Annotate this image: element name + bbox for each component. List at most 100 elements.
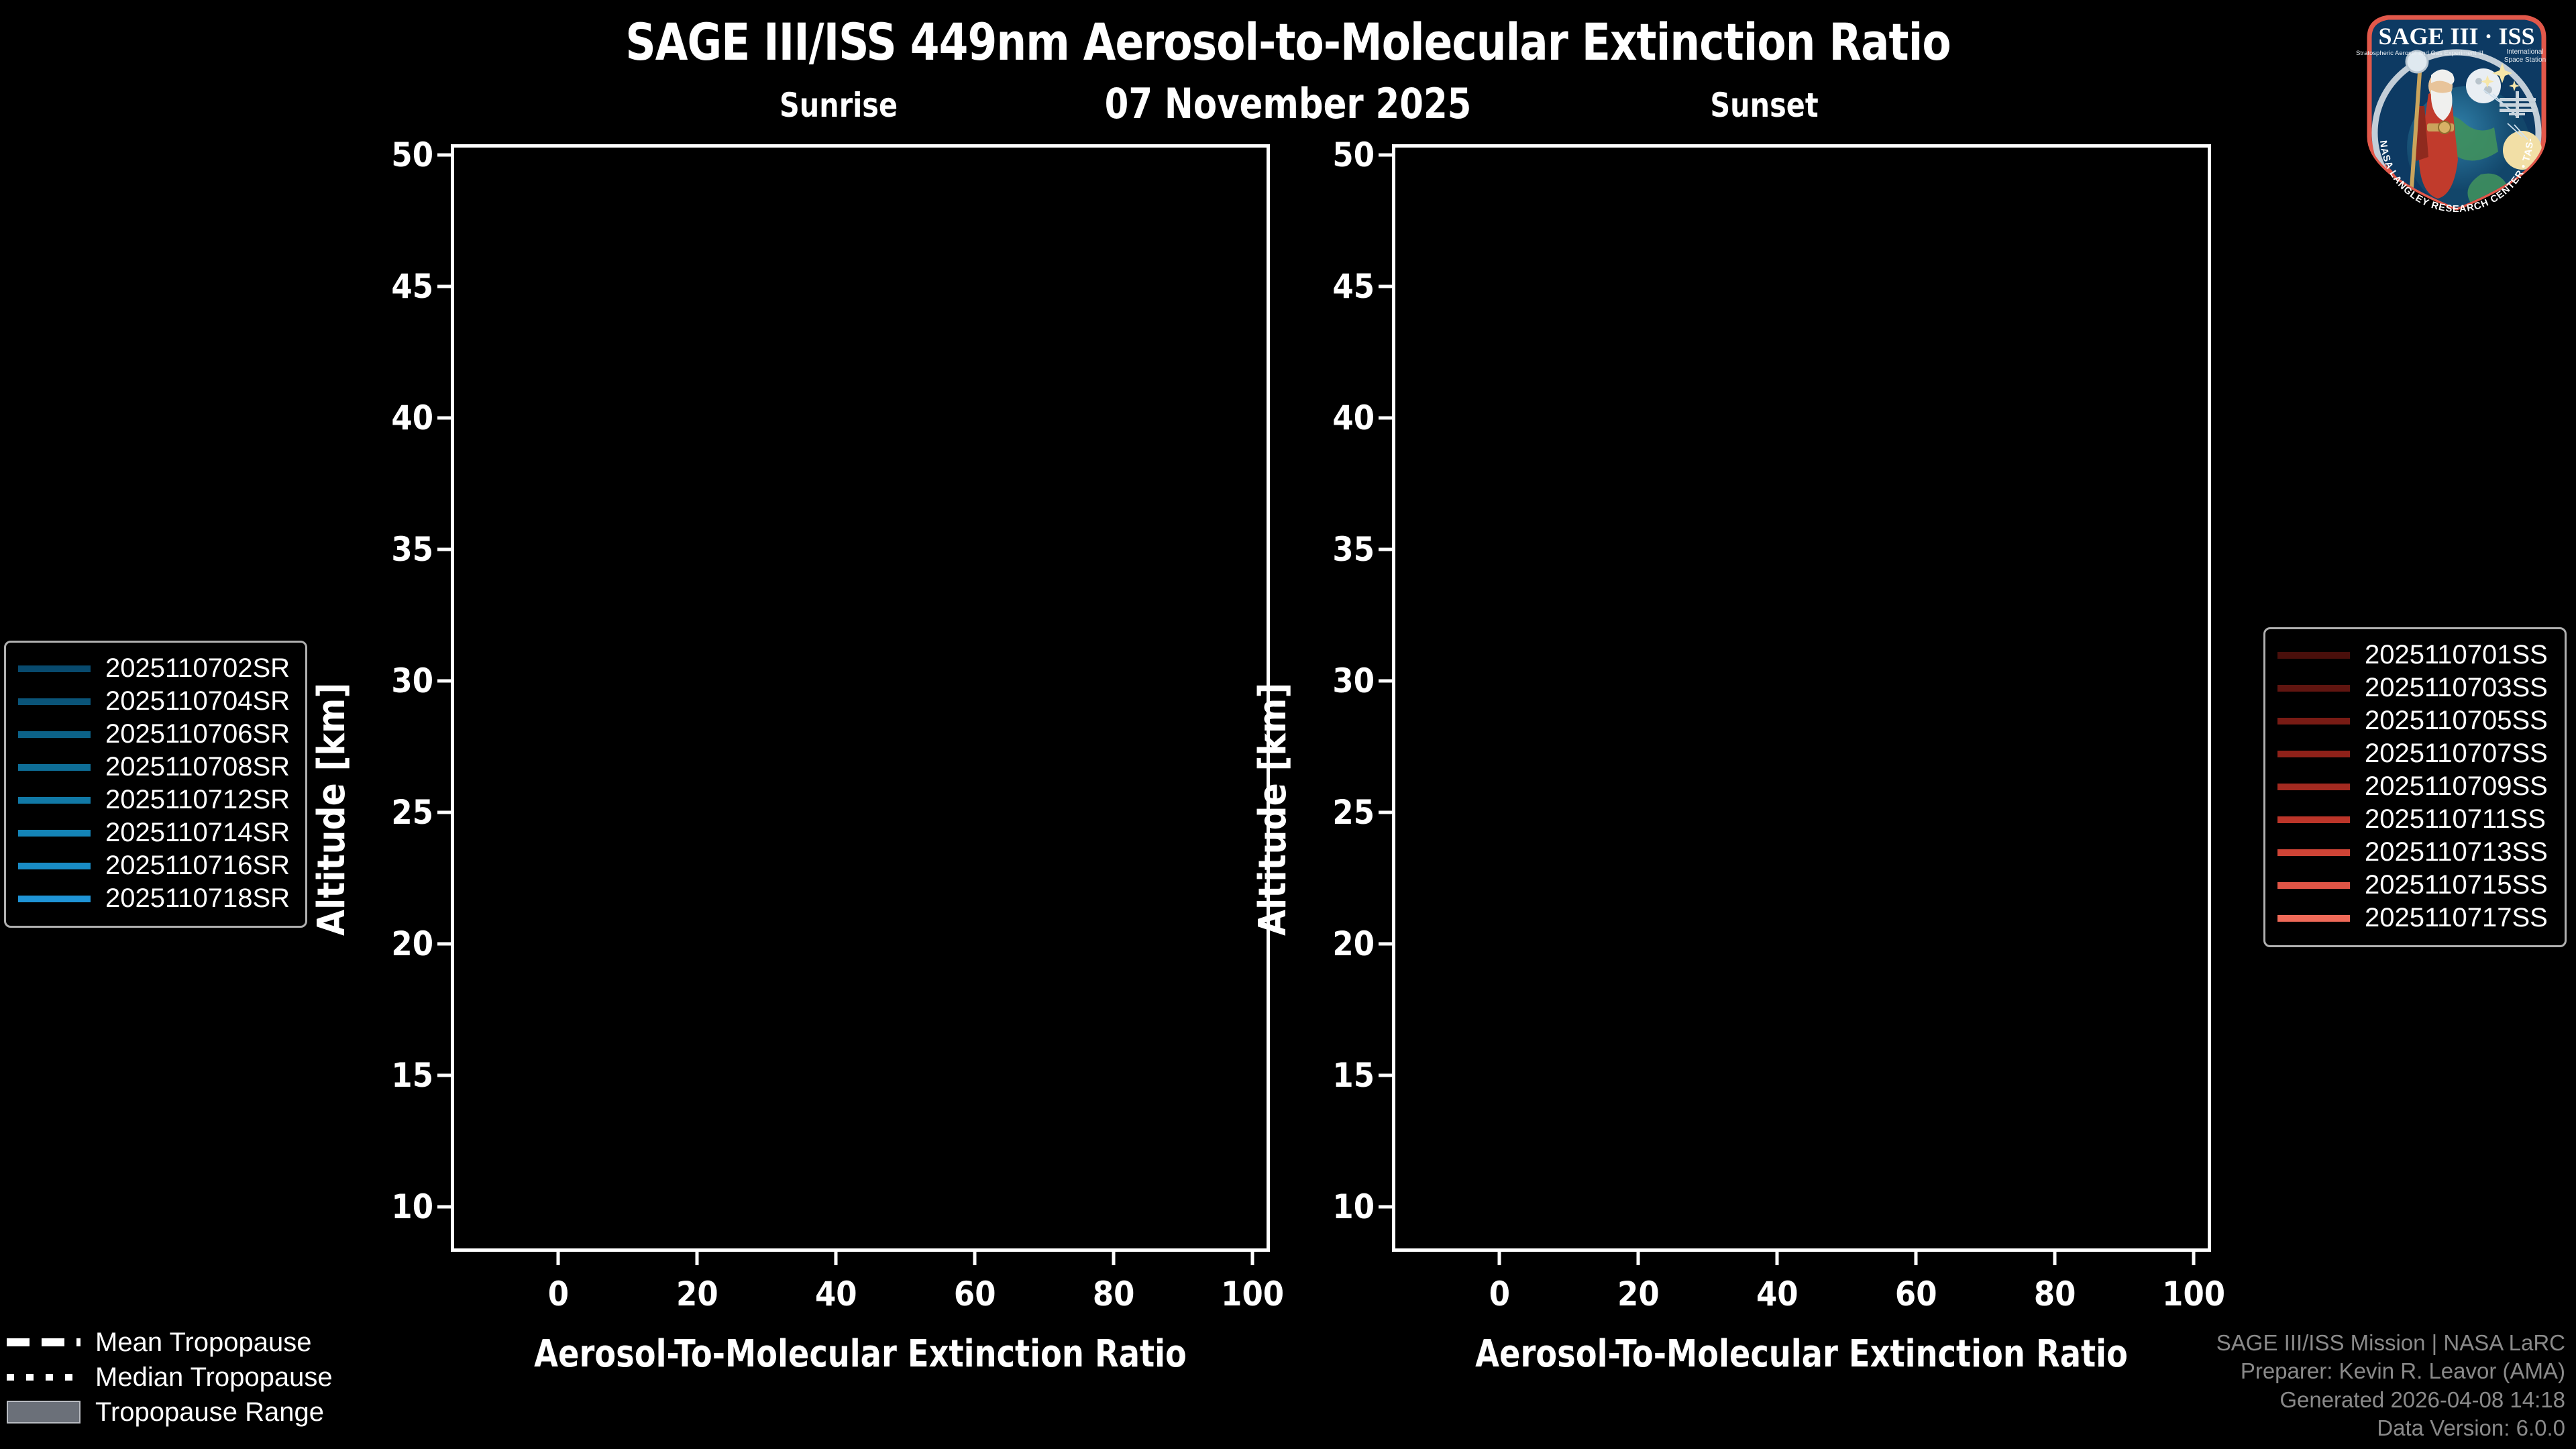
legend-item[interactable]: 2025110706SR bbox=[18, 718, 293, 751]
legend-color-swatch bbox=[2277, 783, 2350, 790]
y-tick-mark-50 bbox=[437, 153, 451, 157]
y-tick-mark-10 bbox=[1379, 1205, 1392, 1209]
x-tick-mark-40 bbox=[834, 1252, 838, 1265]
legend-item[interactable]: 2025110714SR bbox=[18, 816, 293, 849]
legend-item[interactable]: 2025110717SS bbox=[2277, 902, 2553, 934]
legend-item[interactable]: 2025110704SR bbox=[18, 685, 293, 718]
legend-color-swatch bbox=[18, 829, 91, 837]
legend-item[interactable]: 2025110705SS bbox=[2277, 704, 2553, 737]
page-subtitle-date: 07 November 2025 bbox=[1104, 79, 1472, 128]
legend-item[interactable]: 2025110701SS bbox=[2277, 639, 2553, 672]
legend-label-median-tropopause: Median Tropopause bbox=[95, 1362, 333, 1392]
legend-label: 2025110713SS bbox=[2365, 837, 2548, 867]
legend-sunrise[interactable]: 2025110702SR 2025110704SR 2025110706SR 2025… bbox=[4, 641, 307, 928]
y-tick-label-45: 45 bbox=[1332, 266, 1375, 306]
x-tick-mark-100 bbox=[1250, 1252, 1254, 1265]
logo-subtitle-right-2: Space Station bbox=[2504, 56, 2546, 64]
legend-label: 2025110714SR bbox=[105, 818, 290, 847]
y-tick-mark-45 bbox=[1379, 284, 1392, 288]
axes-frame-sunrise bbox=[451, 144, 1270, 1252]
y-tick-label-40: 40 bbox=[1332, 398, 1375, 437]
logo-subtitle-right-1: International bbox=[2506, 48, 2543, 56]
legend-color-swatch bbox=[2277, 750, 2350, 757]
legend-label: 2025110708SR bbox=[105, 752, 290, 782]
x-tick-label-0: 0 bbox=[1489, 1275, 1511, 1313]
legend-color-swatch bbox=[18, 763, 91, 771]
legend-color-swatch bbox=[18, 796, 91, 804]
band-patch-icon bbox=[7, 1401, 80, 1424]
legend-color-swatch bbox=[2277, 816, 2350, 823]
legend-item-median-tropopause: Median Tropopause bbox=[7, 1360, 333, 1395]
legend-item[interactable]: 2025110702SR bbox=[18, 652, 293, 685]
y-axis-label-sunrise: Altitude [km] bbox=[310, 682, 354, 936]
legend-item[interactable]: 2025110712SR bbox=[18, 784, 293, 816]
legend-color-swatch bbox=[18, 895, 91, 902]
y-tick-label-50: 50 bbox=[391, 135, 433, 174]
legend-color-swatch bbox=[18, 665, 91, 672]
legend-label: 2025110709SS bbox=[2365, 771, 2548, 801]
y-tick-label-15: 15 bbox=[391, 1056, 433, 1095]
legend-item-tropopause-range: Tropopause Range bbox=[7, 1395, 324, 1430]
legend-label: 2025110715SS bbox=[2365, 870, 2548, 900]
legend-item[interactable]: 2025110711SS bbox=[2277, 803, 2553, 836]
legend-color-swatch bbox=[2277, 914, 2350, 922]
y-tick-label-35: 35 bbox=[1332, 529, 1375, 569]
y-tick-label-45: 45 bbox=[391, 266, 433, 306]
legend-color-swatch bbox=[2277, 651, 2350, 659]
legend-label-tropopause-range: Tropopause Range bbox=[95, 1397, 324, 1427]
legend-item[interactable]: 2025110715SS bbox=[2277, 869, 2553, 902]
y-tick-label-30: 30 bbox=[1332, 661, 1375, 700]
y-tick-mark-30 bbox=[1379, 679, 1392, 683]
y-tick-label-10: 10 bbox=[391, 1187, 433, 1227]
legend-item[interactable]: 2025110708SR bbox=[18, 751, 293, 784]
x-tick-mark-20 bbox=[1636, 1252, 1640, 1265]
legend-label: 2025110717SS bbox=[2365, 903, 2548, 932]
legend-color-swatch bbox=[18, 862, 91, 869]
y-tick-mark-45 bbox=[437, 284, 451, 288]
y-tick-label-20: 20 bbox=[391, 924, 433, 964]
y-tick-label-10: 10 bbox=[1332, 1187, 1375, 1227]
legend-label: 2025110704SR bbox=[105, 686, 290, 716]
legend-item-mean-tropopause: Mean Tropopause bbox=[7, 1325, 311, 1360]
chart-panel-sunrise: 10 15 20 25 30 35 40 45 50 0 20 40 60 80 100 Aerosol-… bbox=[310, 136, 1284, 1376]
page-title: SAGE III/ISS 449nm Aerosol-to-Molecular … bbox=[625, 12, 1951, 72]
legend-color-swatch bbox=[2277, 849, 2350, 856]
x-tick-label-100: 100 bbox=[1221, 1275, 1285, 1313]
y-tick-label-35: 35 bbox=[391, 529, 433, 569]
legend-item[interactable]: 2025110709SS bbox=[2277, 770, 2553, 803]
x-tick-label-20: 20 bbox=[1617, 1275, 1660, 1313]
sage-iii-iss-mission-patch-logo: SAGE III · ISS Stratospheric Aerosol and… bbox=[2349, 5, 2546, 215]
y-axis-label-sunset: Altitude [km] bbox=[1251, 682, 1295, 936]
footer-credits: SAGE III/ISS Mission | NASA LaRC Prepare… bbox=[2216, 1329, 2565, 1442]
x-tick-label-40: 40 bbox=[1756, 1275, 1799, 1313]
panel-title-sunset: Sunset bbox=[1710, 86, 1819, 125]
legend-color-swatch bbox=[18, 731, 91, 738]
y-tick-mark-40 bbox=[1379, 416, 1392, 420]
footer-line-preparer: Preparer: Kevin R. Leavor (AMA) bbox=[2240, 1358, 2565, 1384]
legend-sunset[interactable]: 2025110701SS 2025110703SS 2025110705SS 2025… bbox=[2263, 627, 2567, 947]
x-tick-mark-0 bbox=[1497, 1252, 1501, 1265]
legend-color-swatch bbox=[2277, 881, 2350, 889]
legend-label-mean-tropopause: Mean Tropopause bbox=[95, 1327, 312, 1357]
y-tick-mark-10 bbox=[437, 1205, 451, 1209]
legend-label: 2025110707SS bbox=[2365, 739, 2548, 768]
legend-item[interactable]: 2025110718SR bbox=[18, 882, 293, 915]
x-tick-mark-60 bbox=[1914, 1252, 1918, 1265]
legend-item[interactable]: 2025110713SS bbox=[2277, 836, 2553, 869]
legend-item[interactable]: 2025110707SS bbox=[2277, 737, 2553, 770]
y-tick-label-15: 15 bbox=[1332, 1056, 1375, 1095]
x-tick-mark-80 bbox=[2053, 1252, 2057, 1265]
footer-line-data-version: Data Version: 6.0.0 bbox=[2377, 1415, 2565, 1440]
x-tick-label-60: 60 bbox=[953, 1275, 996, 1313]
y-tick-mark-50 bbox=[1379, 153, 1392, 157]
x-tick-mark-40 bbox=[1775, 1252, 1779, 1265]
dotted-line-icon bbox=[7, 1374, 80, 1381]
y-tick-mark-20 bbox=[1379, 942, 1392, 946]
legend-label: 2025110705SS bbox=[2365, 706, 2548, 735]
x-tick-mark-100 bbox=[2192, 1252, 2196, 1265]
legend-item[interactable]: 2025110703SS bbox=[2277, 672, 2553, 704]
y-tick-label-30: 30 bbox=[391, 661, 433, 700]
legend-item[interactable]: 2025110716SR bbox=[18, 849, 293, 882]
legend-label: 2025110712SR bbox=[105, 785, 290, 814]
y-tick-mark-30 bbox=[437, 679, 451, 683]
